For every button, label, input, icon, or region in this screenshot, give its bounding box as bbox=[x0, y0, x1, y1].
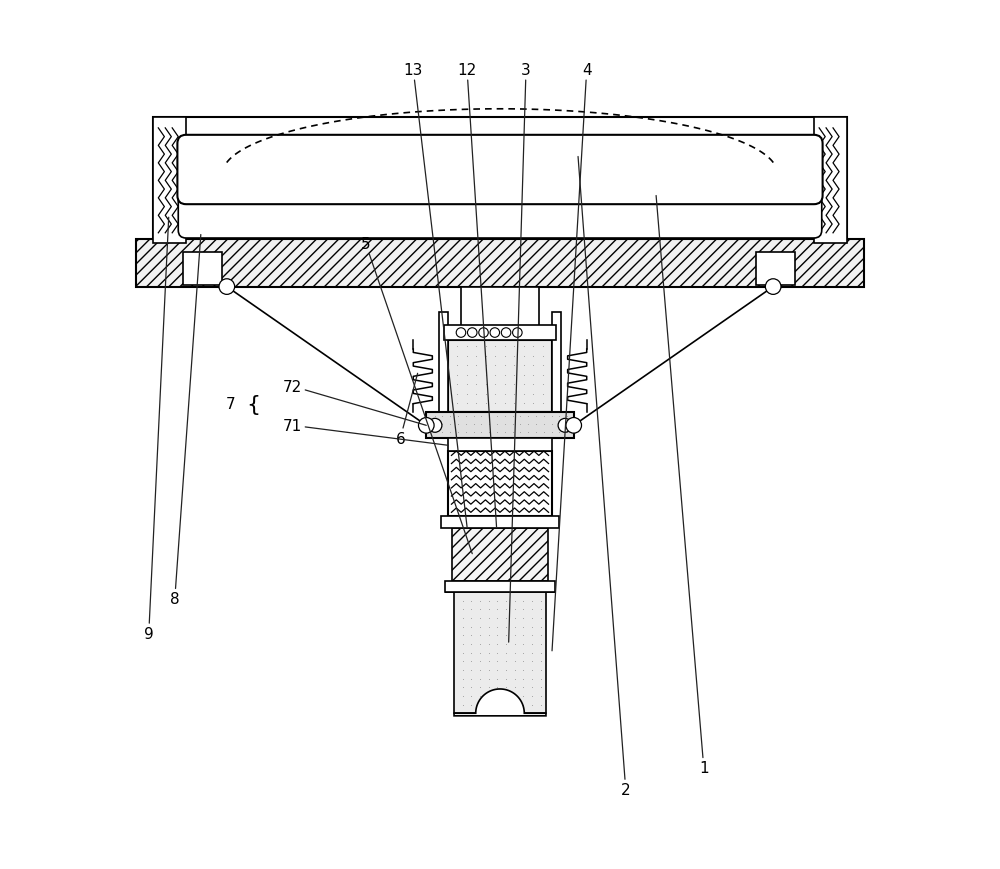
Circle shape bbox=[566, 418, 582, 434]
Circle shape bbox=[558, 419, 572, 433]
Bar bbox=[183, 253, 222, 286]
Circle shape bbox=[219, 280, 235, 295]
Circle shape bbox=[428, 419, 442, 433]
FancyBboxPatch shape bbox=[178, 189, 822, 239]
Bar bbox=[814, 118, 847, 244]
Bar bbox=[445, 581, 555, 592]
Bar bbox=[756, 253, 795, 286]
Bar bbox=[426, 413, 574, 439]
Circle shape bbox=[467, 328, 477, 338]
Text: 6: 6 bbox=[395, 374, 418, 447]
Circle shape bbox=[501, 328, 511, 338]
Text: 2: 2 bbox=[578, 157, 631, 797]
Bar bbox=[461, 288, 539, 326]
Bar bbox=[454, 592, 546, 713]
Polygon shape bbox=[454, 689, 546, 716]
Text: 13: 13 bbox=[404, 63, 467, 527]
Bar bbox=[444, 325, 556, 341]
Circle shape bbox=[456, 328, 466, 338]
Circle shape bbox=[513, 328, 522, 338]
Circle shape bbox=[479, 328, 488, 338]
Bar bbox=[153, 118, 847, 244]
Bar bbox=[448, 341, 552, 413]
Text: 8: 8 bbox=[170, 235, 201, 607]
Bar bbox=[136, 240, 864, 288]
Text: 72: 72 bbox=[283, 380, 426, 426]
Text: 5: 5 bbox=[361, 236, 472, 554]
Text: 1: 1 bbox=[656, 196, 709, 775]
Circle shape bbox=[490, 328, 500, 338]
Bar bbox=[448, 452, 552, 517]
Circle shape bbox=[765, 280, 781, 295]
Text: 71: 71 bbox=[283, 418, 448, 446]
Text: 4: 4 bbox=[552, 63, 592, 651]
Bar bbox=[452, 528, 548, 581]
Text: 7: 7 bbox=[226, 396, 235, 412]
Text: 3: 3 bbox=[509, 63, 531, 642]
Bar bbox=[439, 312, 448, 413]
Bar bbox=[153, 118, 186, 244]
Text: {: { bbox=[246, 395, 260, 415]
Circle shape bbox=[418, 418, 434, 434]
Bar bbox=[441, 517, 559, 528]
Bar bbox=[552, 312, 561, 413]
Text: 12: 12 bbox=[457, 63, 497, 527]
FancyBboxPatch shape bbox=[177, 136, 823, 205]
Bar bbox=[448, 439, 552, 452]
Text: 9: 9 bbox=[144, 218, 169, 641]
